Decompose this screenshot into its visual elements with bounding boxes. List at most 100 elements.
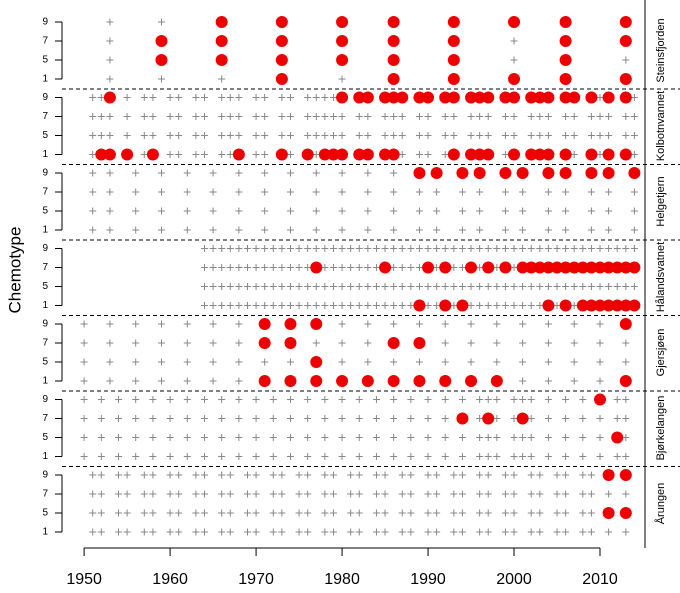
detection-dot [353,91,366,104]
detection-dot [585,167,598,179]
sample-marker [484,113,492,120]
detection-dot [121,148,134,161]
detection-dot [585,91,598,104]
detection-dot [508,91,521,104]
sample-marker [398,264,406,271]
sample-marker [441,132,449,139]
sample-marker [278,113,286,120]
sample-marker [544,339,552,347]
sample-marker [132,339,140,347]
sample-marker [166,132,174,139]
sample-marker [484,471,492,479]
sample-marker [89,151,97,158]
sample-marker [484,283,492,290]
sample-marker [347,283,355,290]
sample-marker [596,132,604,139]
sample-marker [424,490,432,498]
sample-marker [183,434,191,441]
sample-marker [476,132,484,139]
sample-marker [596,245,604,252]
sample-marker [295,528,303,536]
sample-marker [157,18,165,26]
detection-dot [473,167,486,179]
sample-marker [596,151,604,158]
sample-marker [424,132,432,139]
sample-marker [476,302,484,309]
x-tick-label: 1980 [324,571,360,588]
sample-marker [372,471,380,479]
sample-marker [269,528,277,536]
detection-dot [275,148,288,161]
sample-marker [407,396,415,403]
sample-marker [630,151,638,158]
detection-dot [379,91,392,104]
sample-marker [89,528,97,536]
sample-marker [613,283,621,290]
sample-marker [407,302,415,309]
sample-marker [579,453,587,460]
sample-marker [286,415,294,422]
sample-marker [149,453,157,460]
sample-marker [192,528,200,536]
y-tick-label: 7 [42,489,48,500]
sample-marker [605,490,613,498]
sample-marker [458,245,466,252]
sample-marker [398,132,406,139]
sample-marker [329,471,337,479]
sample-marker [123,490,131,498]
sample-marker [278,509,286,517]
sample-marker [544,113,552,120]
sample-marker [398,528,406,536]
sample-marker [622,283,630,290]
sample-marker [579,490,587,498]
sample-marker [544,415,552,422]
sample-marker [235,207,243,215]
sample-marker [338,339,346,347]
detection-dot [456,412,469,425]
sample-marker [329,94,337,101]
sample-marker [192,490,200,498]
sample-marker [200,471,208,479]
x-tick-label: 1950 [66,571,102,588]
detection-dot [559,16,572,28]
detection-dot [559,167,572,179]
sample-marker [226,94,234,101]
sample-marker [235,226,243,234]
sample-marker [536,490,544,498]
sample-marker [415,264,423,271]
sample-marker [106,188,114,196]
detection-dot [310,375,323,387]
sample-marker [441,245,449,252]
sample-marker [587,490,595,498]
sample-marker [338,415,346,422]
sample-marker [355,434,363,441]
sample-marker [286,151,294,158]
sample-marker [433,283,441,290]
sample-marker [390,302,398,309]
sample-marker [329,528,337,536]
sample-marker [338,453,346,460]
sample-marker [175,151,183,158]
sample-marker [115,471,123,479]
sample-marker [106,207,114,215]
sample-marker [415,207,423,215]
detection-dot [619,469,632,481]
sample-marker [415,283,423,290]
sample-marker [501,509,509,517]
sample-marker [570,320,578,328]
sample-marker [157,226,165,234]
sample-marker [269,453,277,460]
sample-marker [329,132,337,139]
sample-marker [467,132,475,139]
y-tick-label: 7 [42,413,48,424]
sample-marker [209,264,217,271]
sample-marker [235,169,243,177]
sample-marker [218,113,226,120]
sample-marker [321,302,329,309]
sample-marker [562,207,570,215]
sample-marker [501,490,509,498]
sample-marker [89,188,97,196]
sample-marker [476,226,484,234]
sample-marker [80,339,88,347]
detection-dot [559,54,572,66]
